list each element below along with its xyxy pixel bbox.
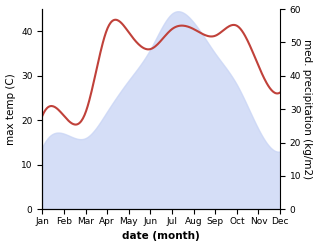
Y-axis label: max temp (C): max temp (C) [5,73,16,145]
X-axis label: date (month): date (month) [122,231,200,242]
Y-axis label: med. precipitation (kg/m2): med. precipitation (kg/m2) [302,39,313,179]
